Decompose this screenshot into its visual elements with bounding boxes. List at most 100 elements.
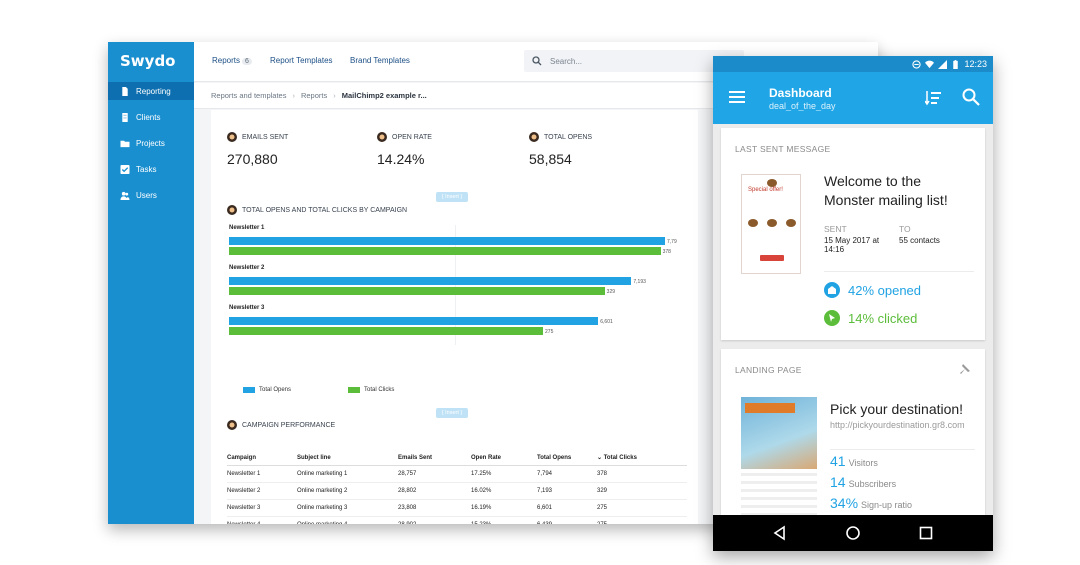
column-header[interactable]: Emails Sent [398, 450, 471, 466]
bar-value-label: 6,601 [600, 318, 613, 325]
home-icon[interactable] [845, 525, 861, 541]
search-icon[interactable] [962, 88, 980, 106]
sidebar-item-clients[interactable]: Clients [108, 108, 194, 126]
recents-icon[interactable] [918, 525, 934, 541]
thumbnail-content [741, 473, 817, 521]
subscribers-number: 14 [830, 474, 846, 490]
table-cell: 6,601 [537, 499, 597, 517]
to-label: TO [899, 224, 911, 234]
metric-emails-sent: EMAILS SENT 270,880 [227, 132, 288, 167]
thumbnail-banner [745, 403, 795, 413]
table-cell: 28,802 [398, 482, 471, 500]
tab-report-templates[interactable]: Report Templates [270, 56, 333, 65]
landing-page-card[interactable]: LANDING PAGE Pick your destination! http… [721, 349, 985, 521]
cookie-image [767, 219, 777, 227]
table-row: Newsletter 2 Online marketing 2 28,802 16.0… [227, 482, 687, 500]
sidebar-item-label: Users [136, 190, 157, 200]
chart-category-label: Newsletter 1 [229, 225, 265, 231]
column-header-sorted[interactable]: ⌄ Total Clicks [597, 450, 687, 466]
android-nav-bar [713, 515, 993, 551]
table-cell: 23,808 [398, 499, 471, 517]
metric-label: TOTAL OPENS [544, 133, 593, 141]
chart-title-text: TOTAL OPENS AND TOTAL CLICKS BY CAMPAIGN [242, 206, 408, 214]
column-header[interactable]: Campaign [227, 450, 297, 466]
document-icon [120, 86, 130, 96]
table-cell: 6,439 [537, 516, 597, 524]
tab-brand-templates[interactable]: Brand Templates [350, 56, 410, 65]
sidebar-item-projects[interactable]: Projects [108, 134, 194, 152]
table-cell: Online marketing 2 [297, 482, 398, 500]
insert-button[interactable]: { Insert } [436, 192, 468, 202]
tab-reports[interactable]: Reports 6 [212, 56, 252, 65]
column-header[interactable]: Open Rate [471, 450, 537, 466]
legend-label: Total Clicks [364, 387, 395, 393]
breadcrumb-separator: › [292, 91, 295, 100]
signup-ratio-stat: 34% Sign-up ratio [830, 495, 912, 511]
column-header[interactable]: Total Opens [537, 450, 597, 466]
visitors-stat: 41 Visitors [830, 453, 878, 469]
insert-button[interactable]: { Insert } [436, 408, 468, 418]
bar-total-opens [229, 237, 665, 245]
thumbnail-text: Special offer! [748, 187, 783, 193]
status-time: 12:23 [964, 59, 987, 69]
signal-icon [938, 59, 948, 69]
landing-thumbnail [741, 397, 817, 521]
cookie-image [748, 219, 758, 227]
bar-total-opens [229, 277, 632, 285]
table-cell: 275 [597, 516, 687, 524]
bar-value-label: 7,79 [667, 238, 677, 245]
cookie-image [786, 219, 796, 227]
breadcrumb-item[interactable]: Reports [300, 91, 328, 100]
breadcrumb-item[interactable]: Reports and templates [211, 91, 287, 100]
to-info: TO 55 contacts [899, 224, 940, 245]
back-icon[interactable] [772, 525, 788, 541]
legend-item-clicks: Total Clicks [348, 387, 394, 393]
table-title: CAMPAIGN PERFORMANCE [227, 420, 335, 430]
thumbnail-button [760, 255, 784, 261]
opened-stat: 42% opened [824, 282, 921, 298]
reports-count-badge: 6 [242, 58, 252, 65]
app-subtitle: deal_of_the_day [769, 101, 836, 111]
report-canvas: EMAILS SENT 270,880 OPEN RATE 14.24% TOT… [211, 110, 698, 524]
search-input[interactable]: Search... [524, 50, 744, 72]
card-header: LANDING PAGE [735, 365, 802, 375]
hamburger-menu-icon[interactable] [729, 90, 745, 104]
bar-value-label: 329 [606, 288, 616, 295]
sidebar: Swydo Reporting Clients Projects Tasks U… [108, 42, 194, 524]
column-header[interactable]: Subject line [297, 450, 398, 466]
divider [824, 271, 974, 272]
sidebar-item-label: Projects [136, 138, 165, 148]
mailchimp-icon [529, 132, 539, 142]
legend-item-opens: Total Opens [243, 387, 291, 393]
table-row: Newsletter 3 Online marketing 3 23,808 16.1… [227, 499, 687, 517]
table-cell: Online marketing 3 [297, 499, 398, 517]
table-cell: 16.19% [471, 499, 537, 517]
message-title: Welcome to the Monster mailing list! [824, 173, 948, 208]
sidebar-item-users[interactable]: Users [108, 186, 194, 204]
chart-category-label: Newsletter 2 [229, 265, 265, 271]
sidebar-item-label: Clients [136, 112, 161, 122]
mailchimp-icon [227, 132, 237, 142]
metric-label: EMAILS SENT [242, 133, 289, 141]
metric-value: 58,854 [529, 151, 572, 167]
metric-value: 270,880 [227, 151, 278, 167]
breadcrumb-separator: › [333, 91, 336, 100]
battery-icon [953, 59, 959, 69]
wifi-icon [925, 60, 935, 68]
table-cell: Newsletter 2 [227, 482, 297, 500]
app-bar: Dashboard deal_of_the_day [713, 72, 993, 124]
last-sent-message-card[interactable]: LAST SENT MESSAGE Special offer! Welcome… [721, 128, 985, 340]
table-title-text: CAMPAIGN PERFORMANCE [242, 421, 336, 429]
bar-value-label: 275 [545, 328, 554, 335]
table-cell: Newsletter 3 [227, 499, 297, 517]
checkbox-icon [120, 164, 130, 174]
cookie-image [767, 179, 777, 187]
search-placeholder: Search... [550, 56, 583, 66]
sort-list-icon[interactable] [925, 90, 941, 106]
sidebar-item-tasks[interactable]: Tasks [108, 160, 194, 178]
sidebar-item-reporting[interactable]: Reporting [108, 82, 194, 100]
sidebar-item-label: Tasks [136, 164, 157, 174]
pin-icon[interactable] [959, 363, 971, 375]
divider [830, 449, 975, 450]
landing-url[interactable]: http://pickyourdestination.gr8.com [830, 420, 965, 430]
